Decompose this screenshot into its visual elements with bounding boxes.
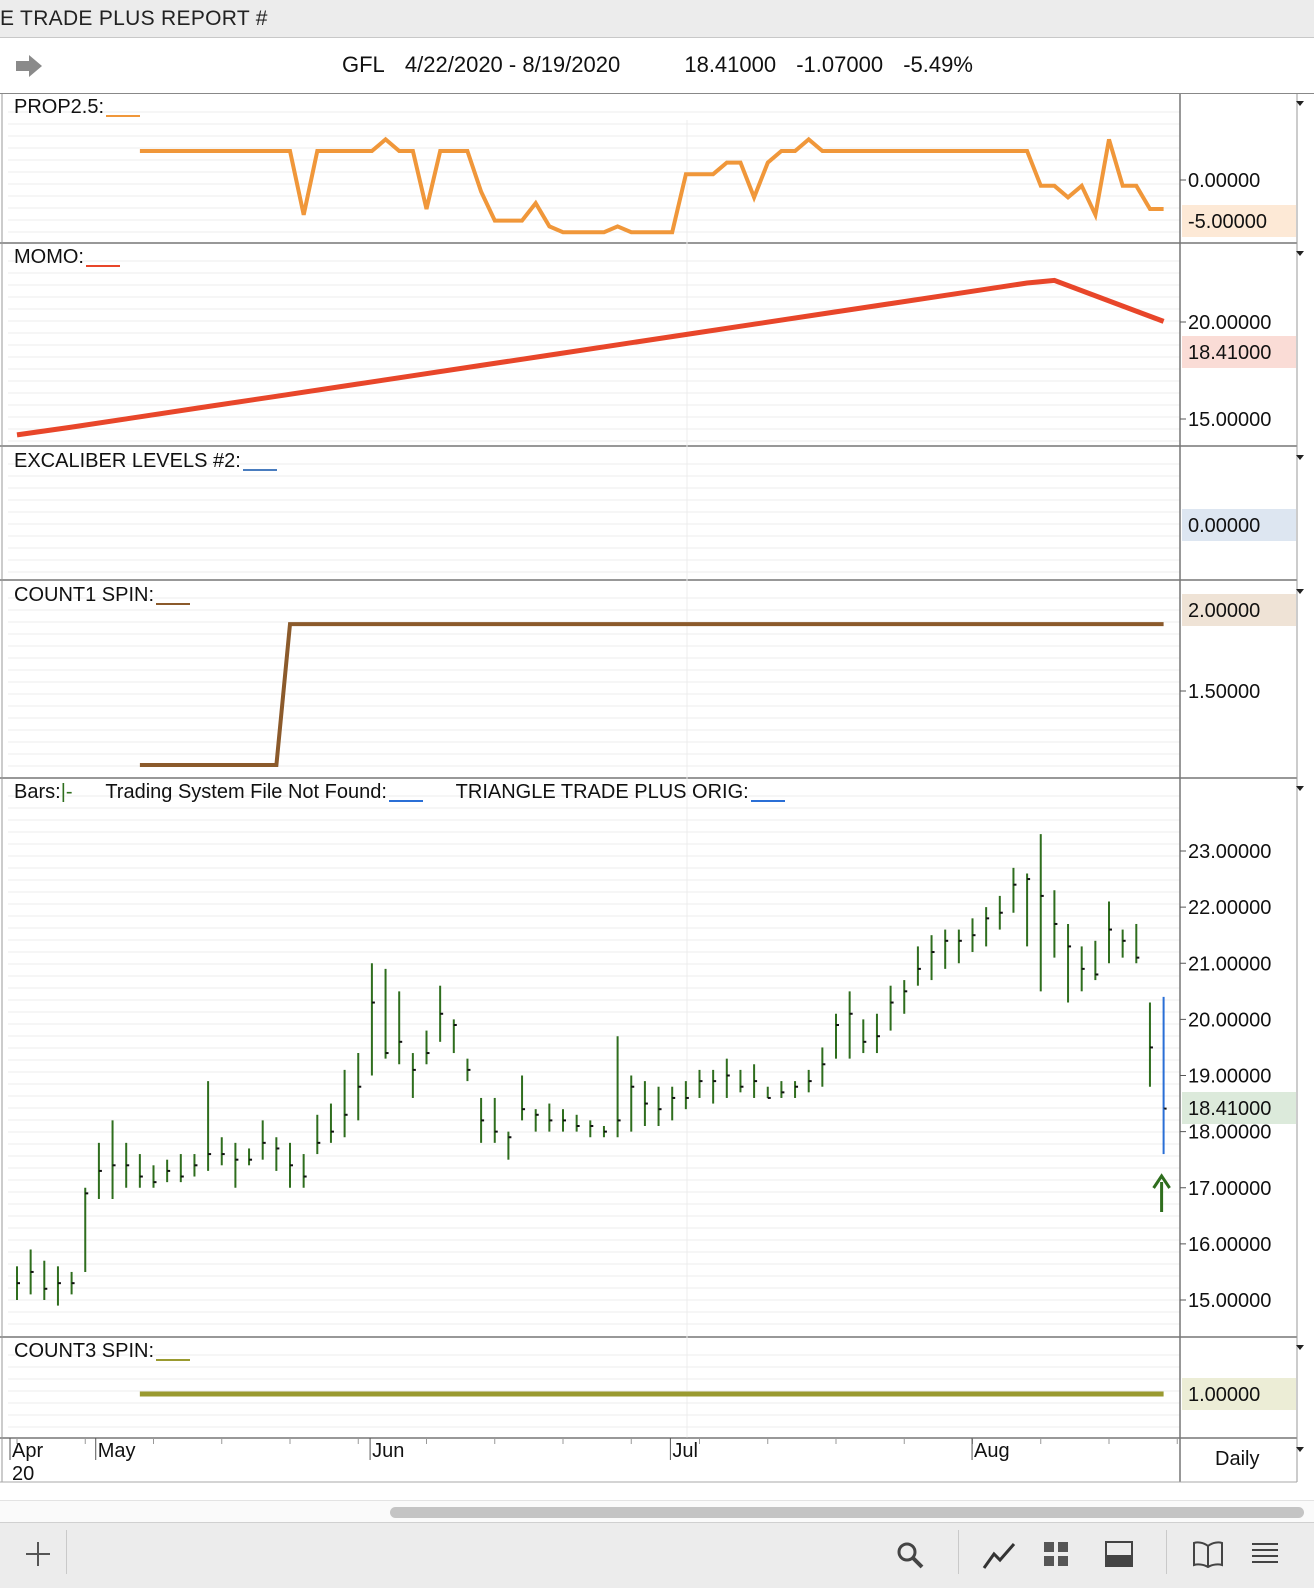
chart-header: GFL 4/22/2020 - 8/19/2020 18.41000 -1.07… [0,38,1314,94]
momo-menu-arrow-icon[interactable] [1296,251,1304,256]
x-tick-label: Jun [372,1440,404,1462]
search-icon[interactable] [895,1540,925,1570]
arrow-right-icon[interactable] [14,54,44,78]
bars-label-text: Bars: [14,781,61,803]
momo-series-line [16,277,1165,438]
x-tick-sublabel: 20 [12,1463,34,1485]
count1-series-line [139,622,1164,767]
last-value-label: 0.00000 [1188,515,1260,537]
y-tick-label: 16.00000 [1188,1234,1271,1256]
bars-label-suffix: |- [60,781,73,803]
count1-menu-arrow-icon[interactable] [1296,589,1304,594]
y-tick-label: 19.00000 [1188,1066,1271,1088]
grid-icon[interactable] [1042,1540,1070,1568]
date-range: 4/22/2020 - 8/19/2020 [404,52,621,77]
bottom-toolbar [0,1522,1314,1588]
triangle-label: TRIANGLE TRADE PLUS ORIG: [455,781,749,803]
last-value-label: 2.00000 [1188,600,1260,622]
panel-label-count3: COUNT3 SPIN: [14,1340,191,1363]
last-price: 18.41000 [684,52,777,77]
y-tick-label: 21.00000 [1188,953,1271,975]
panel-label-prop: PROP2.5: [14,96,141,119]
title-bar: E TRADE PLUS REPORT # [0,0,1314,38]
trading-system-label: Trading System File Not Found: [105,781,387,803]
triangle-legend-line [750,800,785,802]
toolbar-separator [66,1530,67,1574]
last-value-box [1182,336,1296,368]
price-change: -1.07000 [796,52,884,77]
symbol: GFL [342,52,385,77]
x-tick-label: Jul [672,1440,698,1462]
count3-menu-arrow-icon[interactable] [1296,1345,1304,1350]
count3-legend-line [156,1359,191,1361]
toolbar-separator [958,1530,959,1574]
period-selector[interactable]: Daily [1215,1448,1260,1470]
y-tick-label: 20.00000 [1188,1009,1271,1031]
panel-label-bars: Bars:|- Trading System File Not Found: T… [14,781,785,804]
plus-icon[interactable] [24,1540,52,1568]
window-title: E TRADE PLUS REPORT # [0,7,268,30]
count1-legend-line [156,603,191,605]
buy-signal-arrow-icon [1152,1173,1171,1212]
excaliber-legend-line [242,469,277,471]
last-value-box [1182,1378,1296,1410]
y-tick-label: 17.00000 [1188,1178,1271,1200]
prop-series-line [139,136,1164,235]
quote-info: GFL 4/22/2020 - 8/19/2020 18.41000 -1.07… [342,52,987,78]
last-value-label: 1.00000 [1188,1384,1260,1406]
panel-label-momo: MOMO: [14,246,120,269]
y-tick-label: 0.00000 [1188,170,1260,192]
y-tick-label: 1.50000 [1188,681,1260,703]
scrollbar-thumb[interactable] [390,1507,1304,1518]
last-value-label: -5.00000 [1188,211,1267,233]
y-tick-label: 15.00000 [1188,409,1271,431]
book-icon[interactable] [1192,1540,1224,1568]
bars-menu-arrow-icon[interactable] [1296,786,1304,791]
panel-icon[interactable] [1104,1540,1134,1568]
last-value-label: 18.41000 [1188,342,1271,364]
x-tick-label: Aug [974,1440,1010,1462]
x-tick-label: May [98,1440,136,1462]
y-tick-label: 22.00000 [1188,897,1271,919]
y-tick-label: 15.00000 [1188,1290,1271,1312]
panel-label-count1: COUNT1 SPIN: [14,584,191,607]
last-value-box [1182,594,1296,626]
y-tick-label: 23.00000 [1188,841,1271,863]
momo-legend-line [86,265,120,267]
toolbar-separator [1166,1530,1167,1574]
momo-label-text: MOMO: [14,246,84,268]
prop-menu-arrow-icon[interactable] [1296,101,1304,106]
last-value-box [1182,1092,1296,1124]
trading-system-legend-line [388,800,423,802]
line-chart-icon[interactable] [982,1540,1016,1570]
y-tick-label: 20.00000 [1188,312,1271,334]
price-change-pct: -5.49% [903,52,973,77]
last-value-box [1182,509,1296,541]
prop-label-text: PROP2.5: [14,96,105,118]
period-menu-arrow-icon[interactable] [1296,1447,1304,1452]
count1-label-text: COUNT1 SPIN: [14,584,155,606]
y-tick-label: 18.00000 [1188,1122,1271,1144]
chart-area: 0.00000 -5.00000 15.00000 20.00000 18.41000 0… [0,94,1298,1485]
x-tick-label: Apr [12,1440,43,1462]
last-value-box [1182,205,1296,237]
prop-legend-line [106,115,141,117]
count3-label-text: COUNT3 SPIN: [14,1340,155,1362]
last-value-label: 18.41000 [1188,1098,1271,1120]
excaliber-label-text: EXCALIBER LEVELS #2: [14,450,241,472]
panel-label-excaliber: EXCALIBER LEVELS #2: [14,450,277,473]
excaliber-menu-arrow-icon[interactable] [1296,455,1304,460]
menu-icon[interactable] [1250,1540,1280,1566]
